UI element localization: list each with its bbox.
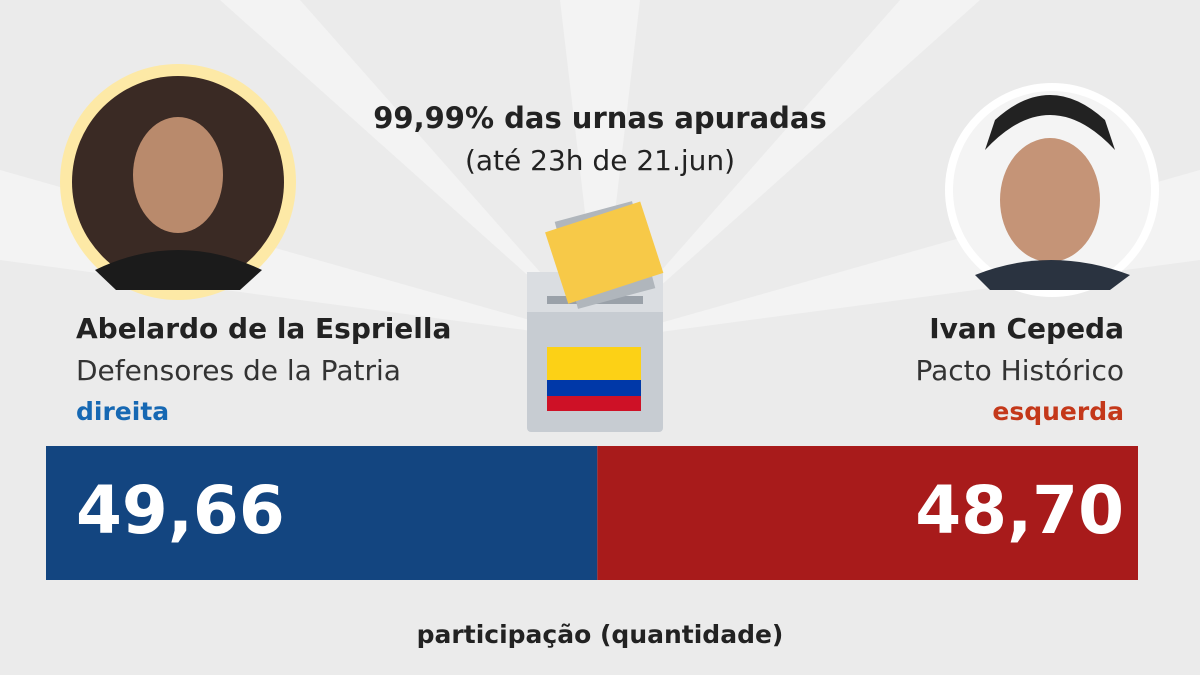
subtitle: (até 23h de 21.jun) [465,144,735,177]
candidate-orientation: direita [76,397,169,426]
candidate-party: Defensores de la Patria [76,354,401,387]
candidate-name: Abelardo de la Espriella [76,312,451,345]
candidate-name: Ivan Cepeda [929,312,1124,345]
axis-label: participação (quantidade) [417,620,784,649]
ballot-box-icon [527,201,664,432]
photo-shirt [975,260,1130,290]
bar-segment [46,446,598,580]
photo-face [1000,138,1100,262]
photo-suit [95,250,262,290]
photo-hair [985,95,1115,150]
candidate-party: Pacto Histórico [915,354,1124,387]
title: 99,99% das urnas apuradas [373,101,827,135]
bar-segment [597,446,1138,580]
candidate-orientation: esquerda [992,397,1124,426]
value-label: 49,66 [76,472,285,549]
photo-face [133,117,223,233]
value-label: 48,70 [915,472,1124,549]
